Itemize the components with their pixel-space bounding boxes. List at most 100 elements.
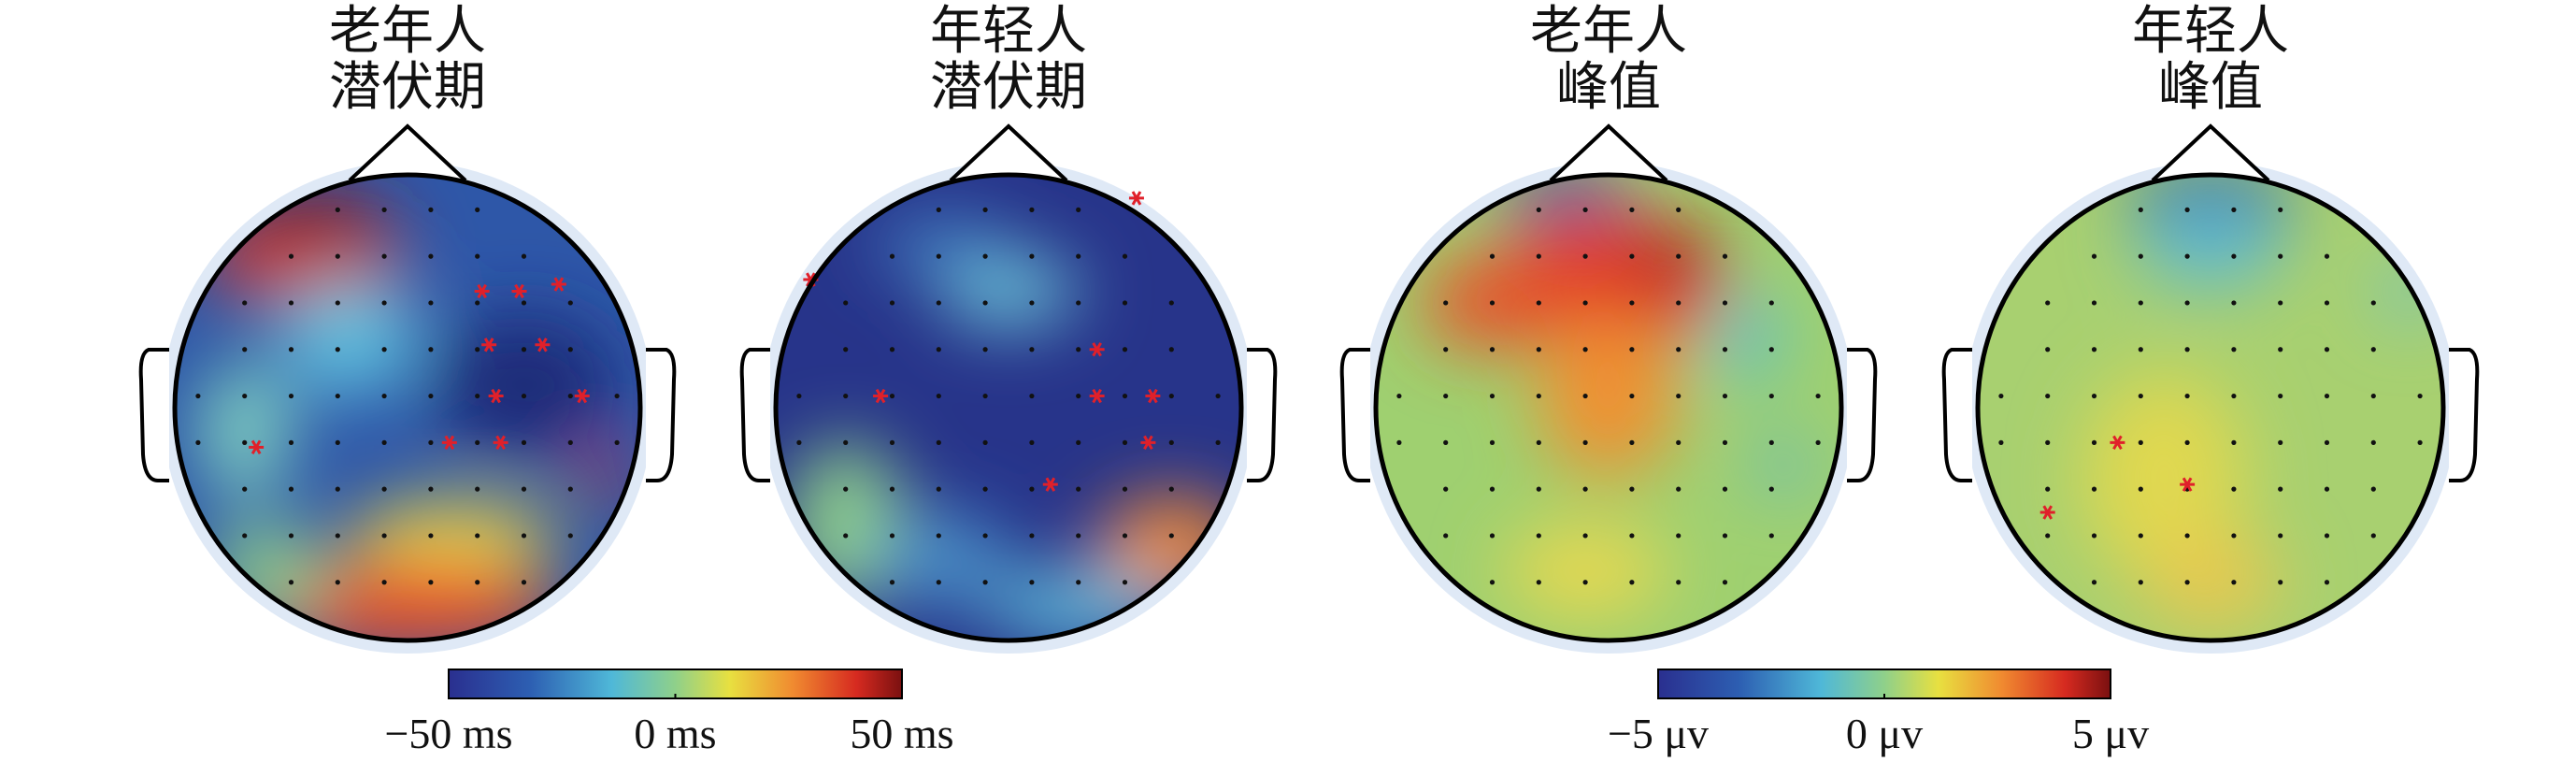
electrode (1029, 207, 1035, 212)
electrode (335, 486, 340, 492)
significance-star (537, 338, 548, 352)
electrode (2091, 439, 2097, 445)
electrode (2370, 486, 2376, 492)
electrode (1168, 393, 1174, 399)
electrode (1168, 347, 1174, 352)
electrode (1029, 439, 1035, 445)
electrode (1536, 580, 1541, 585)
electrode (1443, 486, 1449, 492)
head-outline (172, 172, 643, 643)
blob (2140, 535, 2281, 629)
nose (949, 123, 1068, 182)
electrode (195, 439, 201, 445)
electrode (2324, 439, 2330, 445)
blob (197, 361, 292, 501)
electrode (335, 347, 340, 352)
electrode (1722, 253, 1728, 259)
electrode (1536, 393, 1541, 399)
electrode (475, 347, 480, 352)
electrode (1536, 347, 1541, 352)
electrode (936, 393, 941, 399)
electrode (1489, 253, 1496, 259)
electrode (2231, 486, 2237, 492)
electrode (2091, 533, 2097, 539)
electrode (1536, 439, 1541, 445)
electrode (843, 533, 849, 539)
electrode (1215, 393, 1221, 399)
blob (1754, 438, 1811, 495)
electrode (1215, 439, 1221, 445)
electrode (335, 393, 340, 399)
electrode (2231, 253, 2237, 259)
electrode (2324, 533, 2330, 539)
electrode (242, 439, 248, 445)
electrode (288, 486, 294, 492)
electrode (1443, 439, 1449, 445)
electrode (242, 486, 248, 492)
significance-star (250, 439, 262, 455)
significance-star (553, 277, 565, 292)
blob (1503, 524, 1667, 618)
electrode (936, 580, 941, 585)
electrode (1489, 439, 1496, 445)
electrode (2138, 580, 2143, 585)
electrode (889, 300, 895, 306)
electrode (381, 533, 387, 539)
electrode (982, 253, 988, 259)
significance-star (875, 388, 886, 404)
electrode (2091, 300, 2097, 306)
electrode (288, 300, 294, 306)
ear (2449, 348, 2480, 482)
nose (348, 123, 467, 182)
electrode (1676, 533, 1682, 539)
electrode (889, 580, 895, 585)
colorbar-label: −50 ms (384, 710, 512, 757)
electrode (1076, 439, 1081, 445)
electrode (1815, 439, 1821, 445)
electrode (2231, 393, 2237, 399)
colorbar-label: 50 ms (850, 710, 953, 757)
electrode (1582, 486, 1588, 492)
electrode (1029, 347, 1035, 352)
electrode (1722, 393, 1728, 399)
blob (2136, 193, 2285, 287)
electrode (2138, 347, 2143, 352)
electrode (1722, 300, 1728, 306)
electrode (1629, 533, 1635, 539)
significance-star (1131, 191, 1142, 206)
electrode (2184, 580, 2190, 585)
significance-star (514, 283, 524, 299)
significance-star (491, 388, 501, 404)
panel-title: 年轻人 (2132, 3, 2289, 61)
electrode (2045, 486, 2051, 492)
electrode (475, 486, 480, 492)
electrode (1768, 533, 1774, 539)
electrode (2091, 253, 2097, 259)
electrode (1122, 439, 1128, 445)
significance-star (2112, 435, 2123, 451)
electrode (1582, 300, 1588, 306)
nose (1549, 123, 1668, 182)
electrode (1629, 253, 1635, 259)
electrode (1443, 533, 1449, 539)
electrode (335, 580, 340, 585)
electrode (2138, 393, 2143, 399)
electrode (2278, 486, 2283, 492)
electrode (1676, 439, 1682, 445)
electrode (428, 253, 434, 259)
electrode (428, 580, 434, 585)
electrode (475, 439, 480, 445)
blob (868, 216, 1009, 273)
electrode (475, 533, 480, 539)
electrode (1076, 486, 1081, 492)
electrode (2045, 393, 2051, 399)
electrode (1076, 253, 1081, 259)
electrode (843, 393, 849, 399)
electrode (982, 439, 988, 445)
electrode (335, 253, 340, 259)
significance-star (483, 338, 494, 352)
electrode (1029, 253, 1035, 259)
blobs (2082, 175, 2437, 629)
electrode (982, 580, 988, 585)
